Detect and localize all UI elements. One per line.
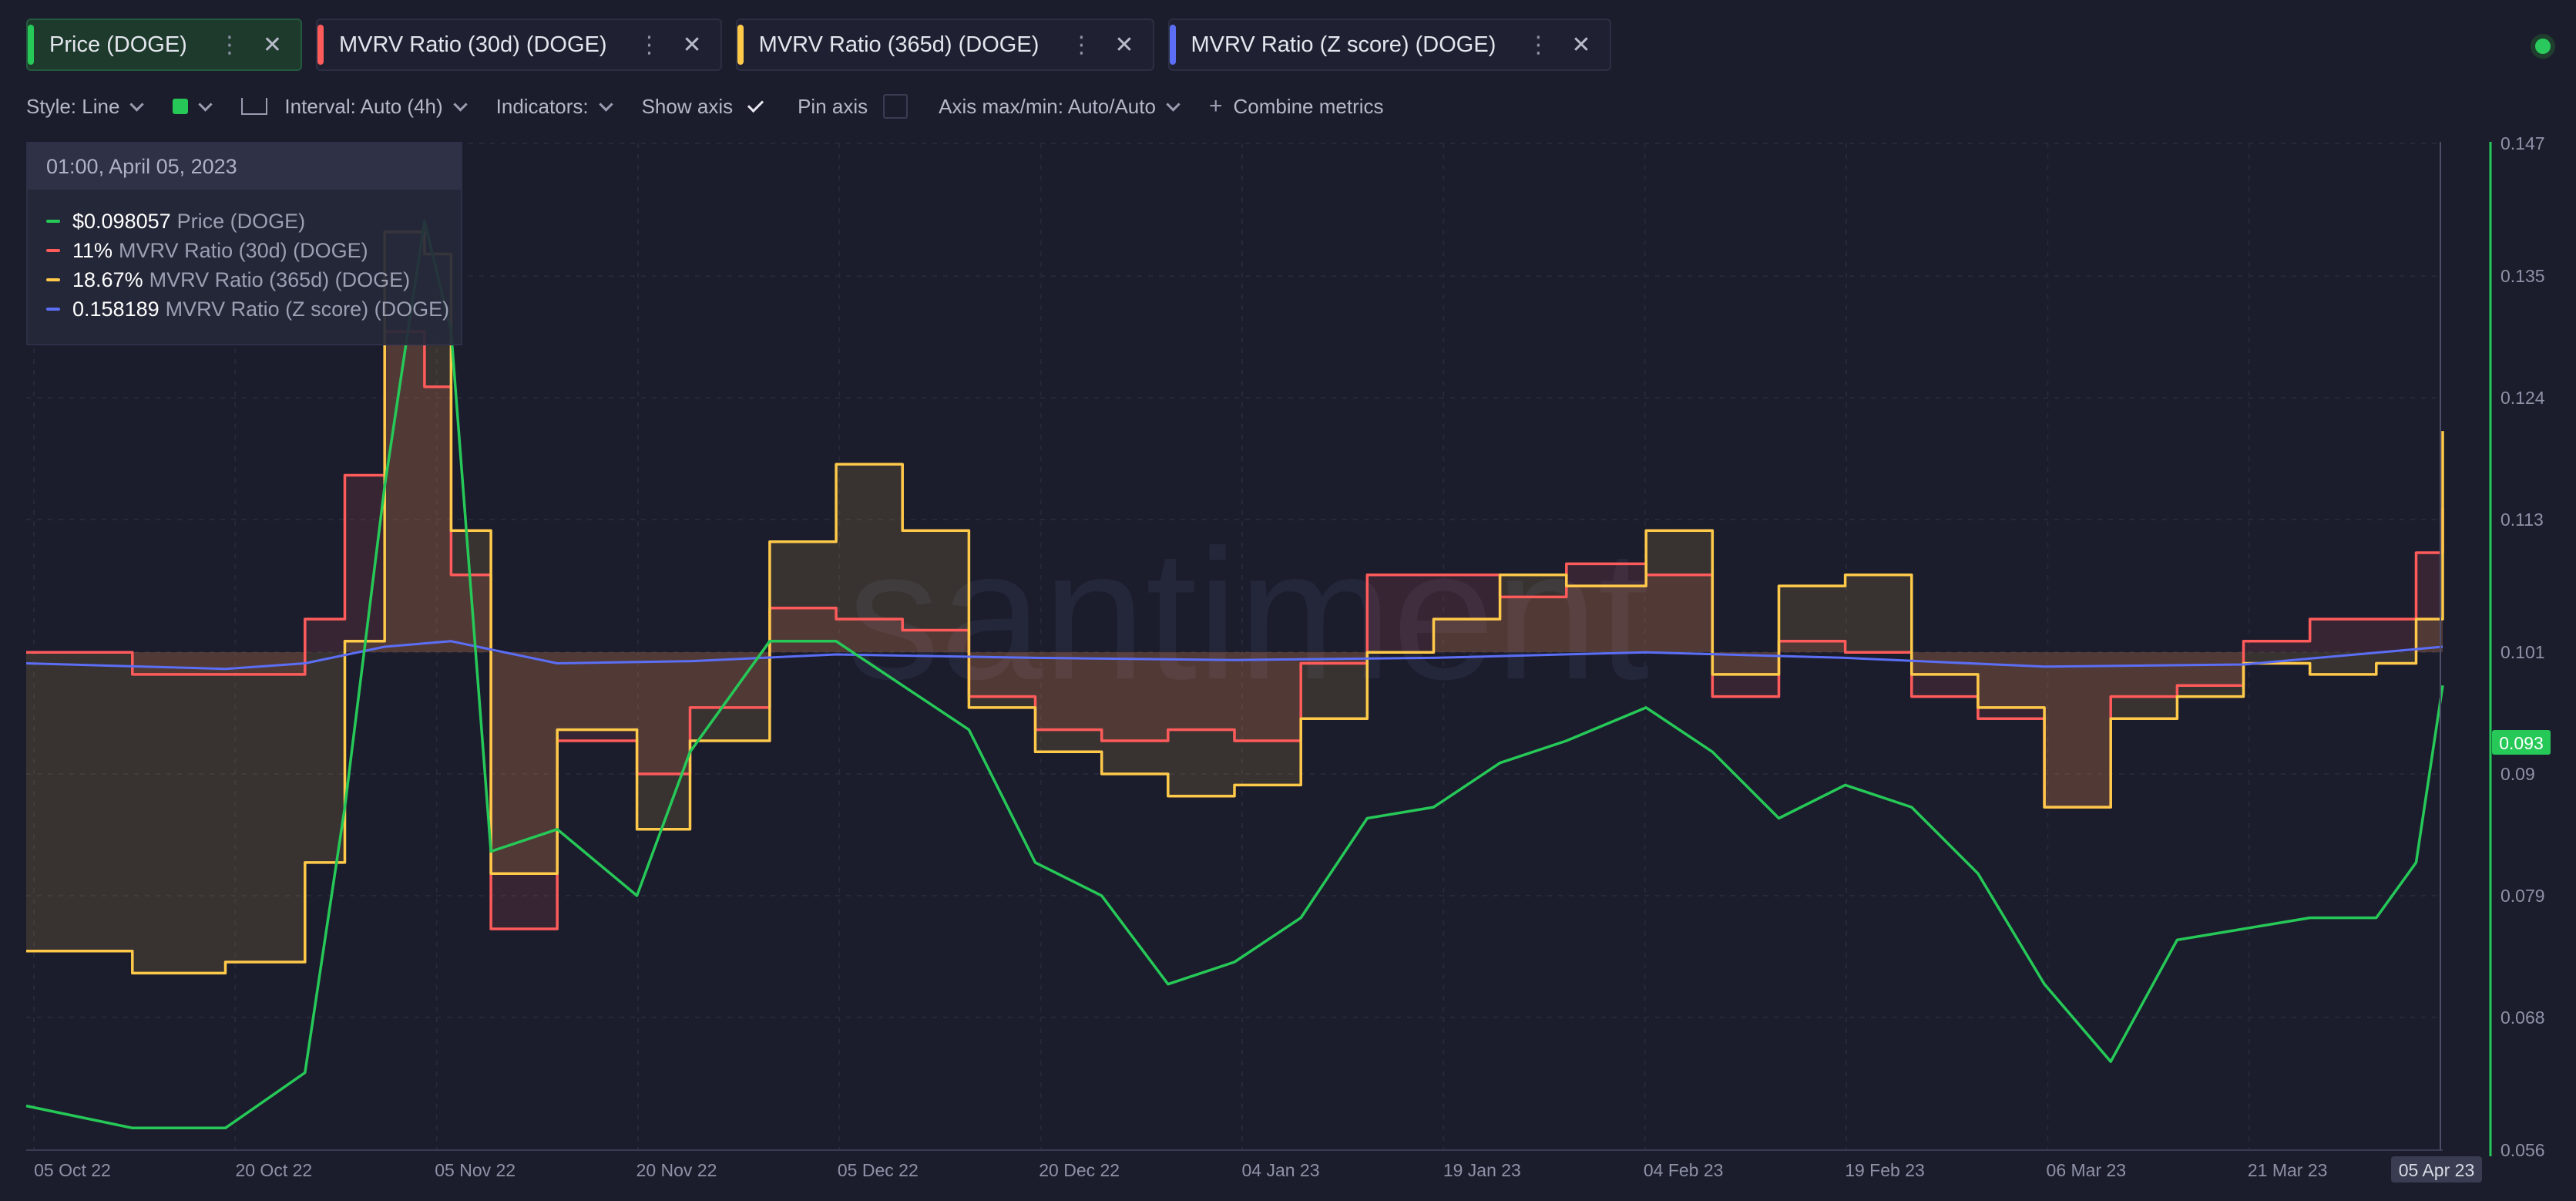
close-icon[interactable]: ✕ (682, 32, 702, 58)
indicators-dropdown[interactable]: Indicators: (495, 94, 613, 119)
x-tick-label: 04 Jan 23 (1241, 1160, 1319, 1180)
combine-metrics-button[interactable]: + Combine metrics (1209, 93, 1384, 119)
pin-axis-toggle[interactable]: Pin axis (798, 94, 908, 119)
more-vertical-icon[interactable]: ⋮ (637, 32, 661, 58)
tooltip-date: 01:00, April 05, 2023 (28, 143, 461, 190)
cursor-date-badge: 05 Apr 23 (2391, 1156, 2482, 1182)
tooltip-metric-name: MVRV Ratio (Z score) (DOGE) (165, 297, 450, 321)
live-status-dot (2535, 39, 2551, 54)
tab-color-bar (317, 25, 324, 65)
interval-label: Interval: Auto (4h) (284, 94, 443, 118)
x-tick-label: 21 Mar 23 (2248, 1160, 2328, 1180)
tooltip-value: 11% (72, 238, 113, 262)
chevron-down-icon (598, 96, 613, 112)
checkbox-icon[interactable] (883, 94, 908, 119)
tooltip-value: 18.67% (72, 267, 143, 291)
tab-price-doge[interactable]: Price (DOGE) ⋮ ✕ (26, 19, 302, 71)
tab-mvrv-365d[interactable]: MVRV Ratio (365d) (DOGE) ⋮ ✕ (735, 19, 1154, 71)
tab-label: MVRV Ratio (365d) (DOGE) (758, 32, 1039, 57)
watermark-text: santiment (848, 511, 1650, 718)
chart-tooltip: 01:00, April 05, 2023 $0.098057 Price (D… (26, 142, 462, 345)
tab-color-bar (28, 25, 34, 65)
style-label: Style: Line (26, 94, 120, 118)
y-tick-label: 0.068 (2500, 1008, 2545, 1028)
close-icon[interactable]: ✕ (262, 32, 282, 58)
close-icon[interactable]: ✕ (1114, 32, 1134, 58)
tooltip-row-mvrv-365d: 18.67% MVRV Ratio (365d) (DOGE) (28, 265, 461, 294)
y-tick-label: 0.079 (2500, 886, 2545, 906)
tab-label: MVRV Ratio (30d) (DOGE) (338, 32, 607, 57)
cursor-date-label: 05 Apr 23 (2399, 1160, 2474, 1180)
indicators-label: Indicators: (495, 94, 589, 118)
x-tick-label: 20 Nov 22 (636, 1160, 717, 1180)
chevron-down-icon (1166, 96, 1181, 112)
x-axis-ticks: 05 Oct 22 20 Oct 22 05 Nov 22 20 Nov 22 05 D… (34, 1160, 2327, 1180)
series-fill-mvrv-365d (26, 231, 2443, 974)
y-tick-label: 0.135 (2500, 266, 2545, 286)
x-tick-label: 06 Mar 23 (2047, 1160, 2127, 1180)
x-tick-label: 19 Feb 23 (1845, 1160, 1925, 1180)
more-vertical-icon[interactable]: ⋮ (1070, 32, 1093, 58)
more-vertical-icon[interactable]: ⋮ (217, 32, 241, 58)
x-tick-label: 05 Oct 22 (34, 1160, 111, 1180)
legend-dash (46, 220, 60, 223)
combine-metrics-label: Combine metrics (1233, 94, 1384, 118)
tab-mvrv-zscore[interactable]: MVRV Ratio (Z score) (DOGE) ⋮ ✕ (1167, 19, 1611, 71)
x-tick-label: 20 Dec 22 (1039, 1160, 1120, 1180)
ruler-icon (241, 98, 268, 115)
chevron-down-icon (198, 96, 213, 112)
color-swatch (173, 99, 189, 114)
tab-color-bar (1169, 25, 1176, 65)
tab-color-bar (737, 25, 744, 65)
pin-axis-label: Pin axis (798, 94, 868, 118)
metric-tabs: Price (DOGE) ⋮ ✕ MVRV Ratio (30d) (DOGE)… (26, 19, 1611, 72)
tooltip-value: 0.158189 (72, 297, 160, 321)
tab-label: Price (DOGE) (49, 32, 187, 57)
y-tick-label: 0.113 (2500, 510, 2544, 530)
x-tick-label: 04 Feb 23 (1644, 1160, 1724, 1180)
x-tick-label: 05 Dec 22 (838, 1160, 919, 1180)
show-axis-label: Show axis (641, 94, 734, 118)
tooltip-row-price: $0.098057 Price (DOGE) (28, 207, 461, 236)
y-tick-label: 0.147 (2500, 133, 2545, 153)
x-tick-label: 20 Oct 22 (235, 1160, 312, 1180)
chart-toolbar: Style: Line Interval: Auto (4h) Indicato… (26, 91, 1415, 122)
current-price-value: 0.093 (2499, 733, 2544, 753)
tooltip-row-mvrv-zscore: 0.158189 MVRV Ratio (Z score) (DOGE) (28, 294, 461, 324)
tooltip-value: $0.098057 (72, 209, 171, 233)
tooltip-metric-name: MVRV Ratio (365d) (DOGE) (149, 267, 411, 291)
y-tick-label: 0.124 (2500, 388, 2545, 408)
y-tick-label: 0.09 (2500, 764, 2535, 784)
tooltip-metric-name: MVRV Ratio (30d) (DOGE) (119, 238, 368, 262)
legend-dash (46, 278, 60, 281)
series-fills (26, 231, 2443, 974)
tab-mvrv-30d[interactable]: MVRV Ratio (30d) (DOGE) ⋮ ✕ (315, 19, 722, 71)
tooltip-metric-name: Price (DOGE) (176, 209, 306, 233)
current-price-badge: 0.093 (2492, 730, 2551, 755)
close-icon[interactable]: ✕ (1571, 32, 1591, 58)
series-line-mvrv-zscore (25, 640, 2443, 671)
color-dropdown[interactable] (173, 96, 213, 114)
plus-icon: + (1208, 93, 1223, 119)
interval-dropdown[interactable]: Interval: Auto (4h) (241, 94, 468, 119)
x-tick-label: 19 Jan 23 (1443, 1160, 1521, 1180)
tooltip-row-mvrv-30d: 11% MVRV Ratio (30d) (DOGE) (28, 236, 461, 265)
tab-label: MVRV Ratio (Z score) (DOGE) (1191, 32, 1496, 57)
chevron-down-icon (452, 96, 468, 112)
chevron-down-icon (129, 96, 145, 112)
more-vertical-icon[interactable]: ⋮ (1526, 32, 1550, 58)
x-tick-label: 05 Nov 22 (435, 1160, 516, 1180)
y-tick-label: 0.101 (2500, 642, 2545, 662)
show-axis-toggle[interactable]: Show axis (642, 95, 767, 119)
axis-maxmin-label: Axis max/min: Auto/Auto (939, 94, 1156, 118)
style-dropdown[interactable]: Style: Line (26, 94, 145, 119)
legend-dash (46, 249, 60, 252)
y-axis-ticks: 0.147 0.135 0.124 0.113 0.101 0.09 0.079 0.068 0… (2500, 133, 2545, 1160)
legend-dash (46, 308, 60, 311)
y-tick-label: 0.056 (2500, 1140, 2545, 1160)
checkbox-checked-icon[interactable] (744, 95, 767, 118)
axis-maxmin-dropdown[interactable]: Axis max/min: Auto/Auto (939, 94, 1181, 119)
